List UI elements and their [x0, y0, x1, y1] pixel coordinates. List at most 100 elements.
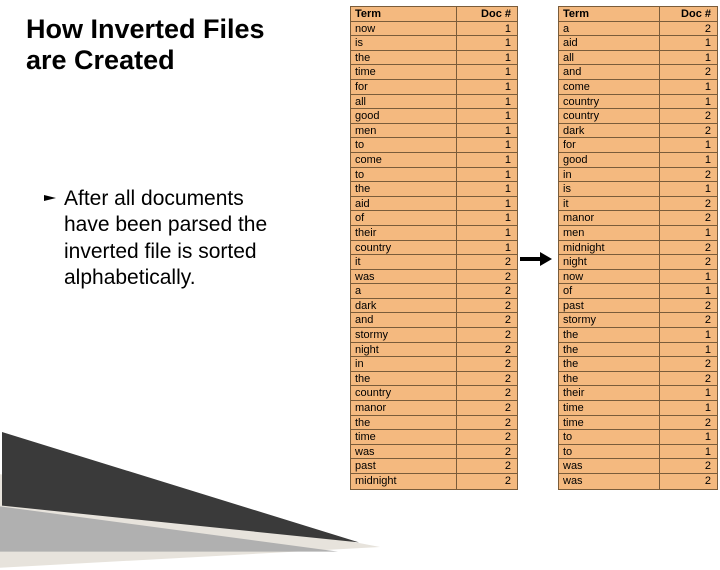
- table-row: their1: [351, 226, 517, 241]
- cell-term: country: [559, 109, 660, 123]
- cell-doc: 1: [660, 153, 717, 167]
- cell-term: men: [351, 124, 457, 138]
- table-row: all1: [351, 95, 517, 110]
- cell-term: the: [559, 343, 660, 357]
- cell-term: country: [559, 95, 660, 109]
- table-row: dark2: [559, 124, 717, 139]
- cell-doc: 1: [660, 138, 717, 152]
- cell-doc: 2: [660, 357, 717, 371]
- cell-doc: 1: [660, 343, 717, 357]
- cell-doc: 2: [457, 474, 517, 489]
- cell-doc: 2: [457, 401, 517, 415]
- cell-term: of: [559, 284, 660, 298]
- cell-term: in: [351, 357, 457, 371]
- table-row: now1: [559, 270, 717, 285]
- table-row: and2: [351, 313, 517, 328]
- cell-term: and: [559, 65, 660, 79]
- cell-doc: 1: [660, 284, 717, 298]
- cell-doc: 1: [457, 153, 517, 167]
- cell-term: was: [351, 445, 457, 459]
- cell-term: all: [351, 95, 457, 109]
- cell-doc: 2: [457, 284, 517, 298]
- cell-doc: 2: [457, 459, 517, 473]
- cell-term: night: [559, 255, 660, 269]
- cell-term: the: [351, 182, 457, 196]
- cell-doc: 1: [660, 226, 717, 240]
- cell-term: time: [559, 401, 660, 415]
- table-row: country1: [351, 241, 517, 256]
- cell-term: aid: [559, 36, 660, 50]
- cell-term: for: [351, 80, 457, 94]
- cell-term: time: [351, 430, 457, 444]
- table-row: the1: [351, 51, 517, 66]
- cell-term: the: [559, 372, 660, 386]
- cell-term: midnight: [559, 241, 660, 255]
- cell-doc: 2: [660, 124, 717, 138]
- cell-term: their: [559, 386, 660, 400]
- table-row: in2: [559, 168, 717, 183]
- cell-doc: 1: [457, 36, 517, 50]
- table-row: to1: [351, 168, 517, 183]
- cell-doc: 2: [457, 343, 517, 357]
- cell-doc: 2: [660, 474, 717, 489]
- table-row: to1: [351, 138, 517, 153]
- table-row: midnight2: [559, 241, 717, 256]
- cell-term: the: [559, 328, 660, 342]
- cell-doc: 1: [457, 226, 517, 240]
- table-row: come1: [559, 80, 717, 95]
- table-row: country2: [351, 386, 517, 401]
- cell-term: midnight: [351, 474, 457, 489]
- table-row: country2: [559, 109, 717, 124]
- sorted-table: TermDoc #a2aid1all1and2come1country1coun…: [558, 6, 718, 490]
- cell-doc: 1: [660, 430, 717, 444]
- cell-term: time: [351, 65, 457, 79]
- cell-doc: 1: [660, 182, 717, 196]
- bullet-text: After all documents have been parsed the…: [64, 187, 267, 289]
- cell-term: good: [351, 109, 457, 123]
- cell-term: the: [351, 372, 457, 386]
- cell-term: in: [559, 168, 660, 182]
- arrow-icon: [520, 252, 554, 266]
- cell-doc: 2: [660, 416, 717, 430]
- cell-doc: 2: [660, 211, 717, 225]
- bullet-item: After all documents have been parsed the…: [64, 186, 294, 291]
- cell-doc: 2: [457, 270, 517, 284]
- cell-doc: 2: [660, 109, 717, 123]
- table-row: is1: [559, 182, 717, 197]
- cell-doc: 1: [457, 168, 517, 182]
- cell-term: night: [351, 343, 457, 357]
- cell-term: was: [351, 270, 457, 284]
- bullet-icon: [44, 195, 56, 201]
- cell-doc: 2: [660, 299, 717, 313]
- cell-term: manor: [559, 211, 660, 225]
- cell-term: past: [559, 299, 660, 313]
- cell-doc: 1: [660, 328, 717, 342]
- table-row: manor2: [351, 401, 517, 416]
- cell-doc: 2: [457, 313, 517, 327]
- cell-term: is: [559, 182, 660, 196]
- cell-term: a: [559, 22, 660, 36]
- table-header: TermDoc #: [351, 7, 517, 22]
- table-header: TermDoc #: [559, 7, 717, 22]
- cell-term: dark: [351, 299, 457, 313]
- table-row: come1: [351, 153, 517, 168]
- header-term: Term: [351, 7, 457, 21]
- cell-doc: 1: [660, 95, 717, 109]
- table-row: stormy2: [351, 328, 517, 343]
- cell-doc: 2: [457, 328, 517, 342]
- table-row: a2: [559, 22, 717, 37]
- table-row: night2: [559, 255, 717, 270]
- cell-doc: 1: [457, 95, 517, 109]
- table-row: was2: [351, 270, 517, 285]
- table-row: to1: [559, 445, 717, 460]
- table-row: midnight2: [351, 474, 517, 489]
- cell-term: it: [351, 255, 457, 269]
- table-row: now1: [351, 22, 517, 37]
- cell-doc: 1: [457, 80, 517, 94]
- table-row: of1: [559, 284, 717, 299]
- table-row: in2: [351, 357, 517, 372]
- cell-doc: 1: [660, 401, 717, 415]
- cell-term: a: [351, 284, 457, 298]
- cell-doc: 2: [457, 386, 517, 400]
- cell-term: men: [559, 226, 660, 240]
